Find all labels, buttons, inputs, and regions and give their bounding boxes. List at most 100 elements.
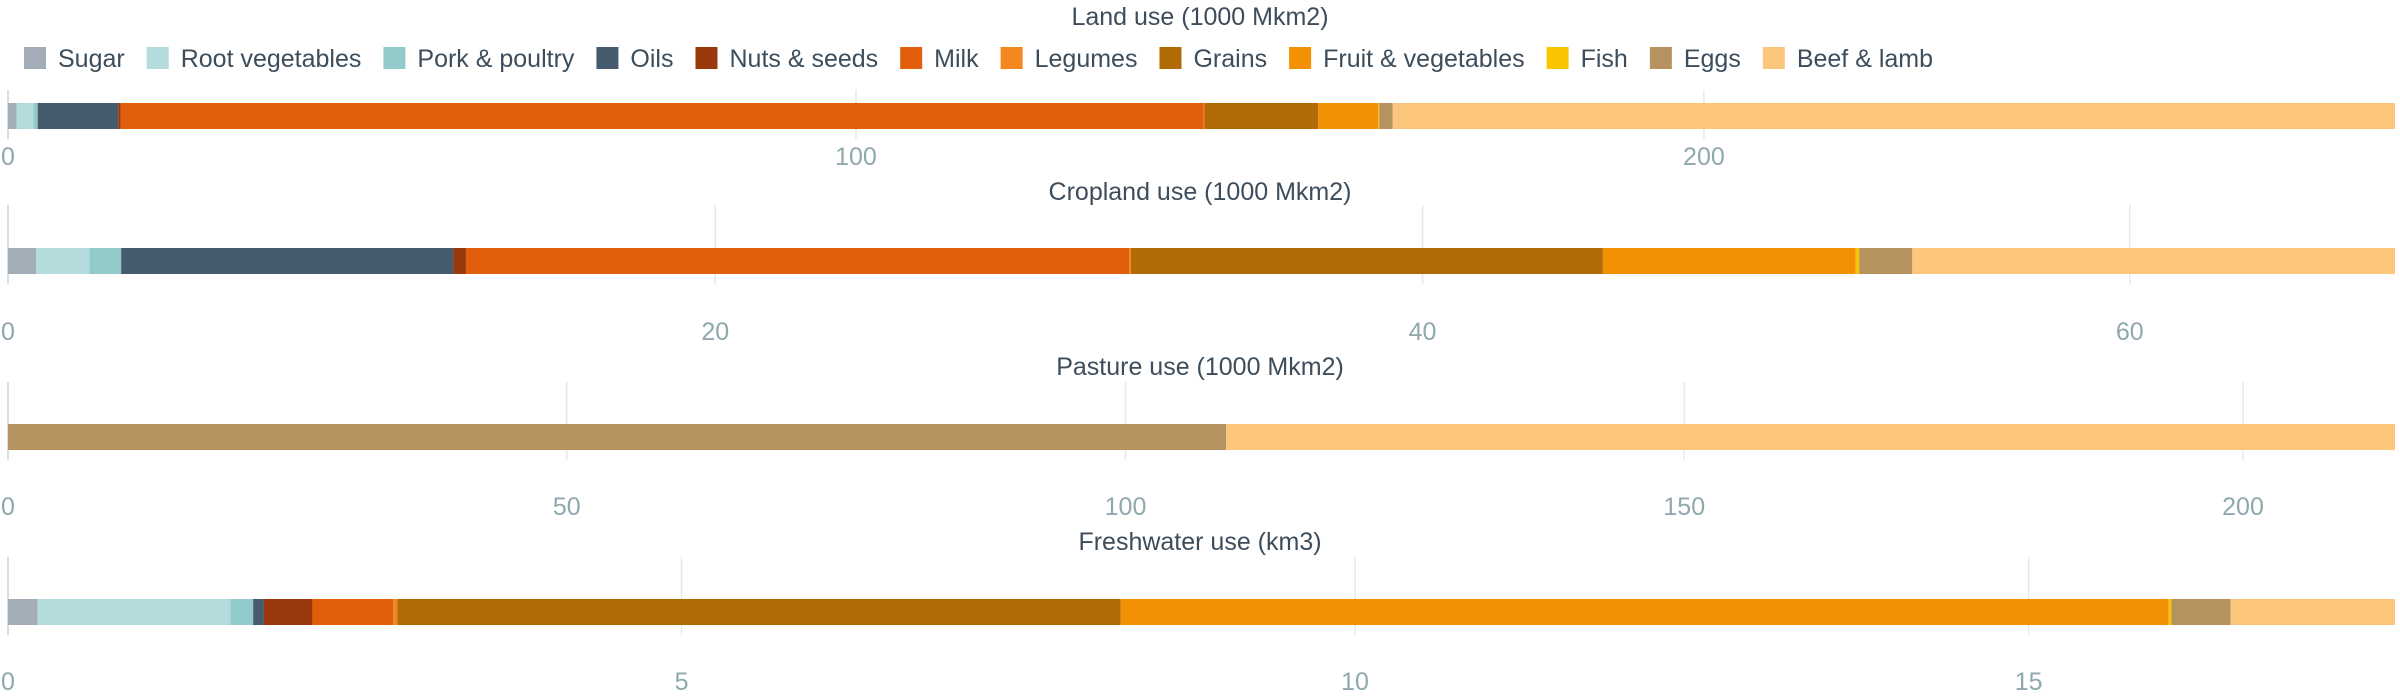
- tick-label: 60: [2116, 318, 2144, 346]
- bar-segment-root-vegetables[interactable]: [36, 248, 90, 274]
- bar-segment-eggs[interactable]: [1379, 103, 1393, 129]
- legend-item-nuts-and-seeds[interactable]: Nuts & seeds: [695, 45, 878, 73]
- bar-segment-grains[interactable]: [1204, 103, 1319, 129]
- bar-segment-nuts-and-seeds[interactable]: [118, 103, 121, 129]
- legend-swatch-root-vegetables: [146, 47, 169, 69]
- bar-segment-grains[interactable]: [397, 599, 1121, 625]
- bar-segment-fruit-and-vegetables[interactable]: [1120, 599, 2169, 625]
- legend-swatch-fish: [1546, 47, 1569, 69]
- panel-title: Land use (1000 Mkm2): [1071, 3, 1328, 31]
- legend-swatch-sugar: [24, 47, 46, 69]
- legend-swatch-grains: [1159, 47, 1182, 69]
- legend-label-beef-and-lamb: Beef & lamb: [1797, 45, 1933, 73]
- bar-segment-sugar[interactable]: [8, 248, 37, 274]
- bar-segment-fish[interactable]: [1855, 248, 1860, 274]
- panel-pasture-use-1000-mkm2: Pasture use (1000 Mkm2) 0 50 100 150 200: [1, 353, 2395, 521]
- bar-segment-pork-and-poultry[interactable]: [89, 248, 122, 274]
- legend-swatch-legumes: [1000, 47, 1023, 69]
- bar-segment-milk[interactable]: [312, 599, 394, 625]
- bar-segment-root-vegetables[interactable]: [37, 599, 231, 625]
- legend-swatch-fruit-and-vegetables: [1289, 47, 1312, 69]
- tick-label: 200: [2222, 493, 2264, 521]
- legend-item-milk[interactable]: Milk: [900, 45, 979, 73]
- bar-segment-milk[interactable]: [120, 103, 1204, 129]
- legend-label-root-vegetables: Root vegetables: [181, 45, 362, 73]
- legend-swatch-oils: [596, 47, 619, 69]
- legend-swatch-milk: [900, 47, 923, 69]
- tick-label: 200: [1683, 143, 1725, 171]
- legend: Sugar Root vegetables Pork & poultry Oils Nu…: [24, 45, 1933, 73]
- bar-segment-oils[interactable]: [121, 248, 454, 274]
- legend-item-pork-and-poultry[interactable]: Pork & poultry: [383, 45, 575, 73]
- legend-label-pork-and-poultry: Pork & poultry: [417, 45, 575, 73]
- bar-segment-pork-and-poultry[interactable]: [33, 103, 38, 129]
- bar-segment-beef-and-lamb[interactable]: [1912, 248, 2395, 274]
- tick-label: 10: [1341, 668, 1369, 696]
- panel-cropland-use-1000-mkm2: Cropland use (1000 Mkm2) 0 20 40 60: [1, 178, 2395, 346]
- bar-segment-nuts-and-seeds[interactable]: [263, 599, 313, 625]
- tick-label: 0: [1, 668, 15, 696]
- bar-segment-beef-and-lamb[interactable]: [1392, 103, 2395, 129]
- legend-label-fruit-and-vegetables: Fruit & vegetables: [1323, 45, 1525, 73]
- bar-segment-fish[interactable]: [2168, 599, 2172, 625]
- legend-label-legumes: Legumes: [1035, 45, 1138, 73]
- bar-segment-pork-and-poultry[interactable]: [230, 599, 254, 625]
- legend-item-root-vegetables[interactable]: Root vegetables: [146, 45, 362, 73]
- legend-label-oils: Oils: [630, 45, 673, 73]
- panel-land-use-1000-mkm2: Land use (1000 Mkm2) 0 100 200: [1, 3, 2395, 171]
- tick-label: 15: [2015, 668, 2043, 696]
- legend-swatch-nuts-and-seeds: [695, 47, 718, 69]
- legend-label-sugar: Sugar: [58, 45, 125, 73]
- legend-item-legumes[interactable]: Legumes: [1000, 45, 1138, 73]
- tick-label: 150: [1663, 493, 1705, 521]
- legend-label-grains: Grains: [1193, 45, 1267, 73]
- legend-item-beef-and-lamb[interactable]: Beef & lamb: [1762, 45, 1933, 73]
- bar-segment-oils[interactable]: [253, 599, 264, 625]
- bar-segment-legumes[interactable]: [393, 599, 398, 625]
- tick-label: 100: [1105, 493, 1147, 521]
- tick-label: 0: [1, 493, 15, 521]
- tick-label: 100: [835, 143, 877, 171]
- bar-segment-milk[interactable]: [465, 248, 1130, 274]
- bar-segment-eggs[interactable]: [1859, 248, 1913, 274]
- legend-item-oils[interactable]: Oils: [596, 45, 673, 73]
- panel-title: Freshwater use (km3): [1078, 528, 1321, 556]
- legend-swatch-beef-and-lamb: [1762, 47, 1785, 69]
- bar-segment-fruit-and-vegetables[interactable]: [1318, 103, 1379, 129]
- bar-segment-grains[interactable]: [1130, 248, 1603, 274]
- bar-segment-legumes[interactable]: [1203, 103, 1205, 129]
- legend-label-milk: Milk: [934, 45, 979, 73]
- bar-segment-legumes[interactable]: [1129, 248, 1131, 274]
- tick-label: 0: [1, 318, 15, 346]
- panel-freshwater-use-km3: Freshwater use (km3) 0 5 10 15: [1, 528, 2395, 696]
- legend-swatch-pork-and-poultry: [383, 47, 406, 69]
- legend-label-fish: Fish: [1581, 45, 1628, 73]
- legend-item-fish[interactable]: Fish: [1546, 45, 1628, 73]
- tick-label: 20: [701, 318, 729, 346]
- tick-label: 0: [1, 143, 15, 171]
- bar-segment-eggs[interactable]: [2171, 599, 2231, 625]
- legend-item-eggs[interactable]: Eggs: [1649, 45, 1741, 73]
- bar-segment-nuts-and-seeds[interactable]: [453, 248, 466, 274]
- legend-swatch-eggs: [1649, 47, 1672, 69]
- bar-segment-beef-and-lamb[interactable]: [2230, 599, 2395, 625]
- tick-label: 40: [1409, 318, 1437, 346]
- legend-item-fruit-and-vegetables[interactable]: Fruit & vegetables: [1289, 45, 1525, 73]
- bar-segment-sugar[interactable]: [8, 103, 17, 129]
- panel-title: Cropland use (1000 Mkm2): [1049, 178, 1352, 206]
- bar-segment-root-vegetables[interactable]: [16, 103, 34, 129]
- bar-segment-fish[interactable]: [1378, 103, 1380, 129]
- bar-segment-beef-and-lamb[interactable]: [1226, 424, 2395, 450]
- tick-label: 50: [553, 493, 581, 521]
- bar-segment-fruit-and-vegetables[interactable]: [1602, 248, 1856, 274]
- legend-label-nuts-and-seeds: Nuts & seeds: [729, 45, 878, 73]
- panel-title: Pasture use (1000 Mkm2): [1056, 353, 1344, 381]
- legend-item-grains[interactable]: Grains: [1159, 45, 1267, 73]
- tick-label: 5: [675, 668, 689, 696]
- bar-segment-eggs[interactable]: [8, 424, 1227, 450]
- bar-segment-sugar[interactable]: [8, 599, 38, 625]
- legend-item-sugar[interactable]: Sugar: [24, 45, 125, 73]
- bar-segment-oils[interactable]: [37, 103, 119, 129]
